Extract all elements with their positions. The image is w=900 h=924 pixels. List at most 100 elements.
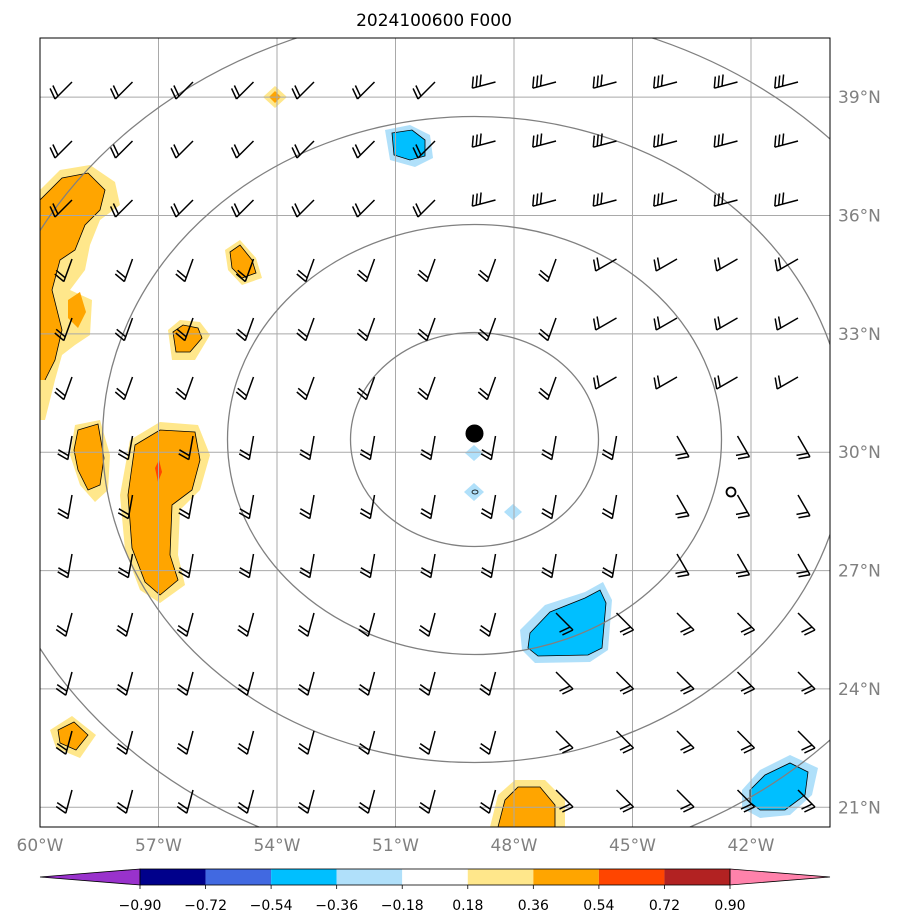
wind-barb-114	[675, 553, 690, 578]
wind-barb-32	[412, 199, 436, 218]
colorbar: −0.90 −0.72 −0.54 −0.36 −0.18 0.18 0.36 0.54 0.7…	[39, 868, 831, 914]
wind-barb-92	[117, 494, 134, 520]
wind-barb-167	[736, 789, 756, 813]
wind-barb-88	[675, 435, 690, 460]
shade-negative-51w-north-core	[392, 130, 425, 160]
longitude-label: 51°W	[372, 836, 419, 856]
range-ring-3	[101, 115, 830, 764]
wind-barb-118	[116, 612, 134, 637]
range-ring-2	[226, 223, 723, 656]
wind-barb-28	[170, 199, 194, 218]
colorbar-segment-5	[467, 869, 534, 885]
wind-barb-15	[170, 140, 194, 159]
wind-barb-0	[49, 81, 73, 100]
wind-barb-70	[356, 376, 376, 401]
colorbar-segment-3	[336, 869, 403, 885]
wind-barb-25	[774, 133, 799, 148]
wind-barb-128	[736, 612, 756, 636]
wind-barb-98	[480, 494, 497, 520]
colorbar-segment-6	[533, 869, 599, 885]
wind-barb-124	[479, 612, 497, 637]
wind-barb-73	[538, 376, 557, 401]
wind-barb-168	[797, 789, 816, 813]
wind-barb-22	[592, 133, 617, 148]
wind-barb-106	[178, 553, 194, 579]
latitude-label: 33°N	[838, 325, 881, 345]
map-title: 2024100600 F000	[356, 11, 512, 31]
wind-barb-62	[653, 316, 678, 331]
range-rings	[40, 38, 830, 827]
wind-barb-16	[230, 140, 255, 159]
wind-barb-18	[351, 140, 376, 159]
wind-barb-64	[774, 316, 799, 331]
wind-barb-119	[176, 612, 194, 637]
wind-barb-10	[653, 74, 678, 89]
wind-barb-59	[477, 317, 497, 342]
wind-barb-12	[774, 74, 799, 89]
wind-barb-148	[358, 730, 376, 755]
wind-barb-145	[176, 730, 194, 755]
wind-barb-13	[49, 140, 73, 159]
wind-barb-83	[359, 435, 376, 461]
wind-barb-33	[471, 192, 496, 207]
colorbar-tick-label: 0.90	[714, 898, 745, 914]
longitude-label: 45°W	[609, 836, 656, 856]
colorbar-tick-label: −0.90	[119, 898, 162, 914]
wind-barb-109	[359, 553, 376, 579]
wind-barb-142	[797, 671, 816, 695]
longitude-label: 42°W	[728, 836, 775, 856]
wind-barb-80	[178, 435, 194, 461]
wind-barb-72	[477, 376, 497, 401]
wind-barb-116	[796, 553, 811, 578]
wind-barb-67	[175, 376, 194, 401]
wind-barb-54	[175, 317, 194, 342]
wind-barb-132	[176, 671, 194, 696]
wind-barb-105	[117, 553, 134, 579]
wind-barb-111	[480, 553, 497, 579]
wind-barb-89	[735, 435, 751, 460]
wind-barb-65	[54, 376, 73, 401]
latitude-label: 36°N	[838, 207, 881, 227]
wind-barb-122	[358, 612, 376, 637]
wind-barb-151	[555, 730, 574, 754]
wind-barb-11	[713, 74, 738, 89]
wind-barb-90	[796, 435, 811, 460]
wind-barb-161	[358, 789, 376, 814]
wind-barb-91	[57, 494, 73, 520]
latitude-label: 21°N	[838, 798, 881, 818]
wind-barb-158	[176, 789, 194, 814]
shade-negative-diamond-2	[464, 483, 484, 501]
wind-barb-50	[713, 257, 738, 272]
map-frame	[39, 37, 831, 828]
wind-barb-19	[412, 140, 436, 159]
wind-barb-146	[237, 730, 255, 755]
station-marker	[725, 486, 737, 498]
wind-barb-120	[237, 612, 255, 637]
longitude-label: 54°W	[254, 836, 301, 856]
colorbar-segment-4	[402, 869, 468, 885]
contour-57w	[127, 429, 201, 596]
wind-barb-125	[555, 612, 574, 636]
wind-barb-139	[615, 671, 635, 695]
shade-positive-west-core	[40, 173, 105, 380]
wind-barb-164	[555, 789, 574, 813]
contour-56w	[172, 324, 203, 353]
wind-barb-30	[291, 199, 315, 218]
wind-barb-134	[297, 671, 315, 696]
wind-barb-104	[57, 553, 73, 579]
wind-barb-131	[116, 671, 134, 696]
wind-barb-17	[291, 140, 315, 159]
wind-barb-81	[238, 435, 255, 461]
wind-barb-42	[235, 258, 255, 283]
contour-51w-north	[391, 129, 426, 161]
colorbar-tick-label: −0.72	[184, 898, 227, 914]
wind-barb-20	[471, 133, 496, 148]
wind-barb-138	[555, 671, 574, 695]
wind-barb-6	[412, 81, 436, 100]
wind-barb-84	[420, 435, 436, 461]
wind-barb-60	[538, 317, 557, 342]
wind-barb-100	[601, 494, 618, 520]
wind-barb-112	[541, 553, 557, 579]
wind-barb-44	[356, 258, 376, 283]
wind-barb-41	[175, 258, 194, 283]
